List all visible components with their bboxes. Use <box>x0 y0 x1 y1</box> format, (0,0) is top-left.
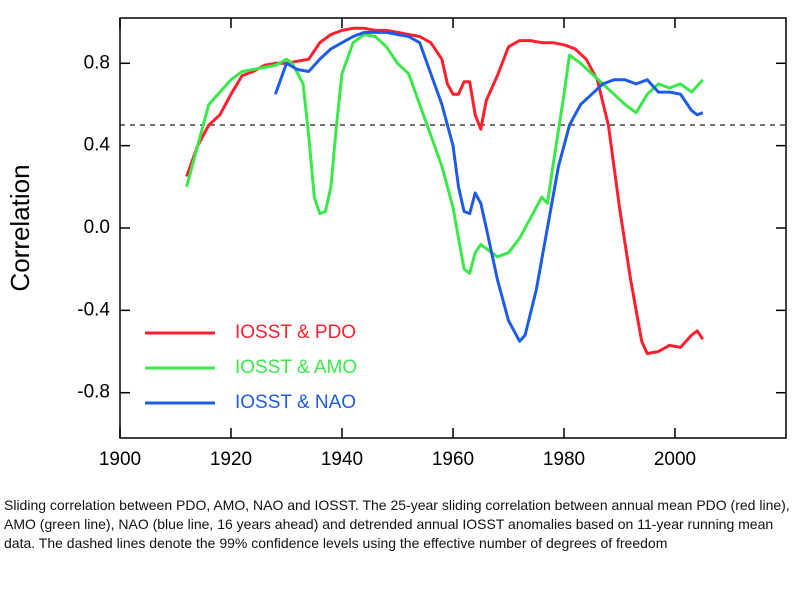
x-tick-label: 1980 <box>543 449 585 470</box>
data-line <box>185 26 705 356</box>
x-tick-label: 1940 <box>321 449 363 470</box>
legend-label: IOSST & NAO <box>235 392 356 413</box>
y-axis-label: Correlation <box>5 164 35 291</box>
legend-label: IOSST & PDO <box>235 322 356 343</box>
legend-label: IOSST & AMO <box>235 357 357 378</box>
y-tick-label: -0.8 <box>77 382 110 403</box>
x-tick-label: 2000 <box>654 449 696 470</box>
x-tick-label: 1900 <box>99 449 141 470</box>
x-tick-label: 1920 <box>210 449 252 470</box>
y-tick-label: 0.8 <box>84 52 110 73</box>
x-tick-label: 1960 <box>432 449 474 470</box>
chart: Correlation -0.8 -0.4 0.0 0.4 0.8 1900 1920 194… <box>5 17 787 470</box>
caption: Sliding correlation between PDO, AMO, NA… <box>4 497 790 551</box>
y-tick-label: 0.0 <box>84 217 110 238</box>
plot-frame <box>119 17 787 439</box>
y-tick-label: -0.4 <box>77 299 110 320</box>
data-line <box>273 30 704 343</box>
y-tick-label: 0.4 <box>84 135 111 156</box>
